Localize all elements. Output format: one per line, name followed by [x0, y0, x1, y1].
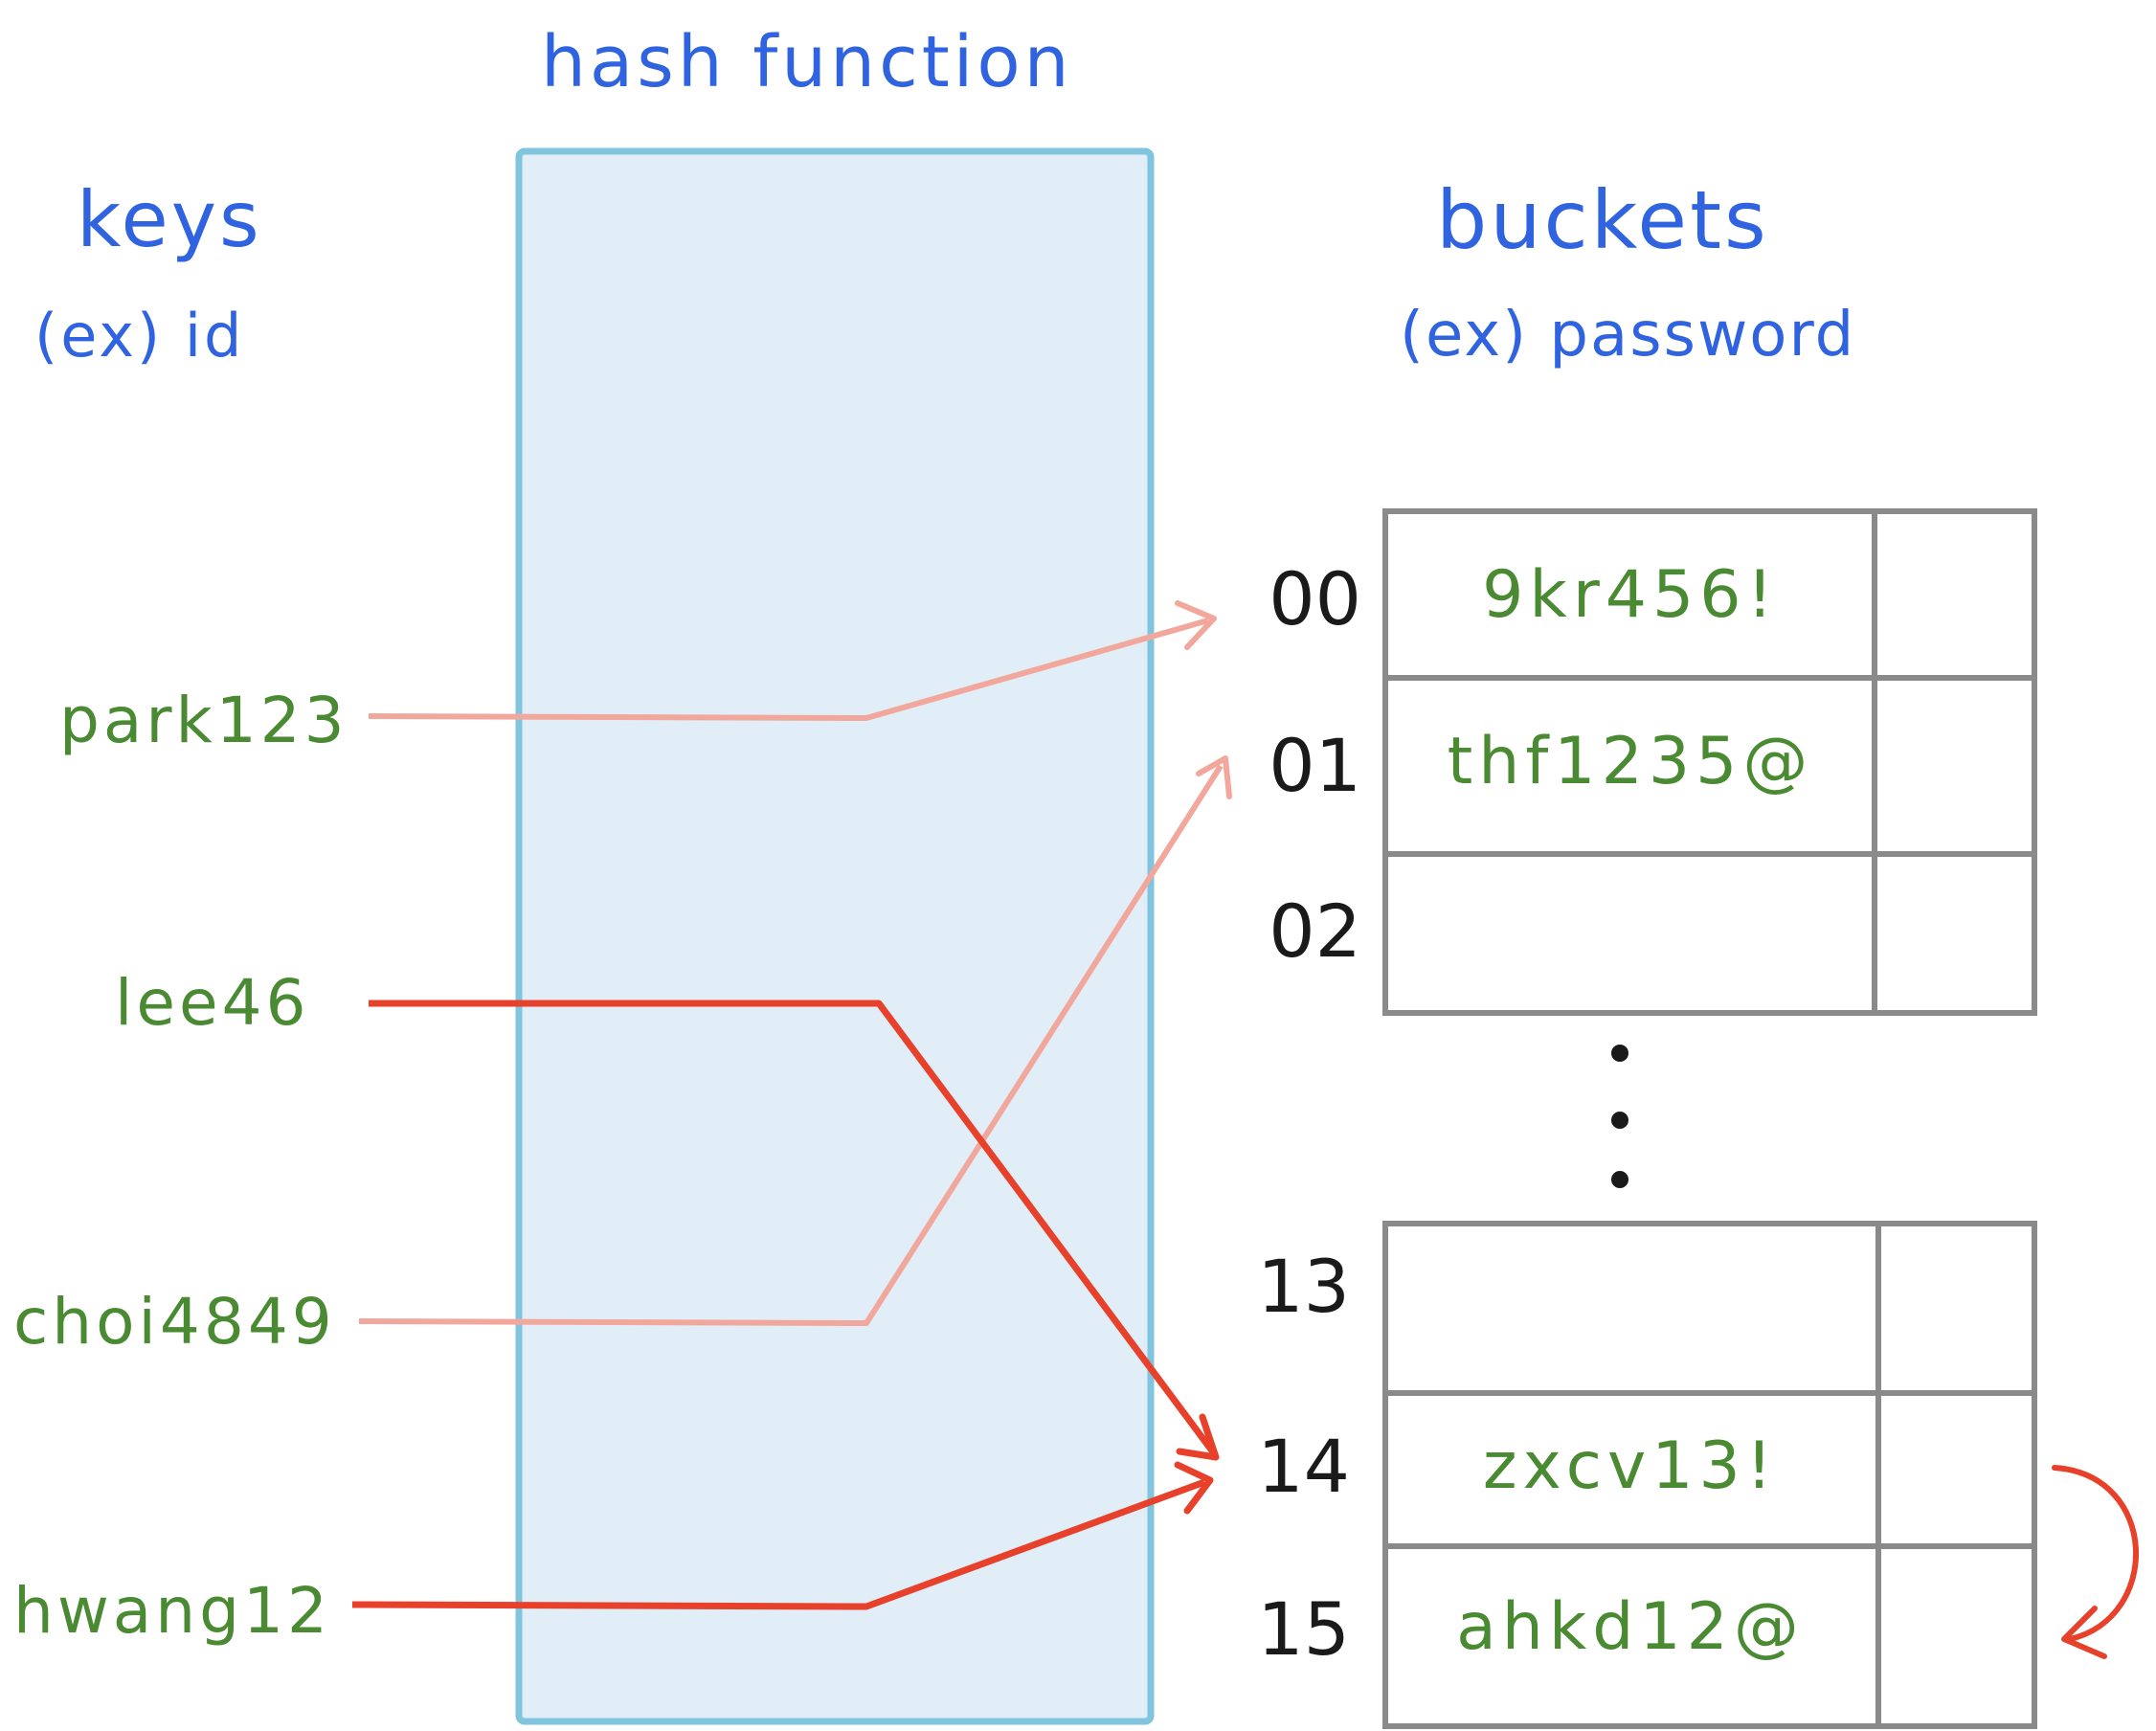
key-label: choi4849 [13, 1285, 336, 1359]
arrow-head-14a [1176, 1413, 1220, 1461]
bucket-value: zxcv13! [1482, 1428, 1779, 1504]
bucket-index: 02 [1269, 888, 1361, 974]
bucket-value: ahkd12@ [1456, 1589, 1805, 1665]
buckets-title: buckets [1436, 173, 1769, 267]
key-label: park123 [59, 684, 348, 757]
bucket-index: 13 [1257, 1244, 1350, 1329]
hash-function-title: hash function [541, 21, 1073, 103]
keys-title: keys [77, 175, 262, 264]
bucket-index: 00 [1269, 556, 1361, 641]
keys-example-label: (ex) id [34, 301, 245, 371]
bucket-table-top [1382, 508, 2037, 1016]
arrow-head-00 [1175, 600, 1217, 650]
bucket-index: 15 [1257, 1586, 1350, 1672]
bucket-value: 9kr456! [1482, 557, 1779, 633]
bucket-table-bottom [1382, 1221, 2037, 1729]
arrow-choi4849-to-01 [358, 764, 1224, 1326]
ellipsis-dot [1611, 1045, 1628, 1062]
arrow-park123-to-00 [368, 618, 1209, 721]
ellipsis-dot [1611, 1171, 1628, 1188]
arrow-hwang12-to-14 [351, 1478, 1206, 1610]
hash-function-box [515, 147, 1155, 1725]
key-label: lee46 [115, 966, 310, 1040]
arrow-head-01 [1196, 755, 1232, 799]
buckets-example-label: (ex) password [1400, 300, 1856, 371]
arrow-head-14b [1174, 1461, 1214, 1515]
ellipsis-dot [1611, 1112, 1628, 1129]
arrow-lee46-to-14 [369, 1000, 1217, 1456]
collision-redirect-arrow [2052, 1465, 2140, 1642]
collision-redirect-arrow-head [2061, 1606, 2107, 1659]
key-label: hwang12 [13, 1574, 331, 1648]
bucket-index: 01 [1269, 723, 1361, 808]
bucket-value: thf1235@ [1447, 724, 1814, 799]
bucket-index: 14 [1257, 1424, 1350, 1509]
